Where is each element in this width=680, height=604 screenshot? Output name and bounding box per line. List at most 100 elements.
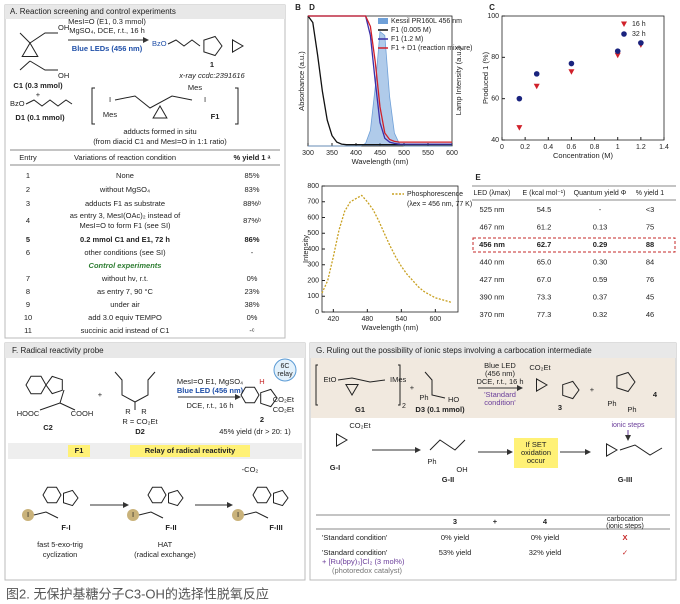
label: 2	[26, 185, 30, 194]
label: EtO	[324, 375, 337, 384]
label: MgSO₄, DCE, r.t., 16 h	[69, 26, 145, 35]
label: 75	[646, 222, 654, 231]
label: 456 nm	[479, 240, 505, 249]
label: +	[410, 383, 415, 392]
label: HOOC	[17, 409, 40, 418]
label: 86%	[244, 235, 259, 244]
label: HAT	[158, 540, 173, 549]
point	[638, 40, 644, 46]
label: 65.0	[537, 257, 552, 266]
label: R	[125, 407, 131, 416]
label: 0% yield	[531, 533, 559, 542]
label: 46	[646, 310, 654, 319]
label: 4	[26, 216, 30, 225]
label: 467 nm	[479, 222, 504, 231]
label: 800	[307, 183, 319, 190]
legend-swatch	[621, 31, 627, 37]
label: Absorbance (a.u.)	[297, 51, 306, 111]
label: 38%	[244, 300, 259, 309]
label: Control experiments	[89, 261, 162, 270]
label: F-II	[165, 523, 176, 532]
label: x-ray ccdc:2391616	[178, 71, 245, 80]
iodine-ball	[232, 509, 244, 521]
label: F-III	[269, 523, 282, 532]
label: adducts F1 as substrate	[85, 199, 165, 208]
label: (ionic steps)	[606, 523, 644, 530]
label: 3	[26, 199, 30, 208]
bond	[424, 371, 446, 399]
label: +	[493, 517, 498, 526]
label: -ᶜ	[249, 326, 254, 335]
label: + [Ru(bpy)₃]Cl₂ (3 mol%)	[322, 557, 405, 566]
label: R = CO₂Et	[122, 417, 158, 426]
label: B	[295, 3, 301, 12]
label: 700	[307, 199, 319, 206]
label: Ph	[627, 405, 636, 414]
label: 88%ᵇ	[243, 199, 261, 208]
ring	[168, 489, 184, 507]
series-line	[321, 194, 453, 304]
ring	[42, 486, 62, 504]
bond	[91, 87, 95, 125]
label: adducts formed in situ	[123, 127, 196, 136]
label: 'Standard condition'	[322, 533, 388, 542]
label: 427 nm	[479, 275, 504, 284]
label: 77.3	[537, 310, 552, 319]
label: I	[109, 95, 111, 104]
label: +	[98, 390, 103, 399]
label: 1.4	[659, 144, 669, 151]
label: 600	[307, 214, 319, 221]
label: under air	[110, 300, 140, 309]
label: CO₂Et	[273, 405, 295, 414]
label: 84	[646, 257, 654, 266]
label: 23%	[244, 287, 259, 296]
ring	[345, 384, 359, 396]
label: 390 nm	[479, 292, 504, 301]
label: 0.4	[543, 144, 553, 151]
label: 2	[402, 403, 406, 410]
label: D	[309, 3, 315, 12]
ring	[21, 42, 39, 57]
label: 40	[491, 137, 499, 144]
label: 0.2 mmol C1 and E1, 72 h	[80, 235, 170, 244]
label: Intensity	[301, 235, 310, 263]
label: 1	[616, 144, 620, 151]
bond	[243, 511, 269, 519]
label: 87%ᵇ	[243, 216, 261, 225]
label: 45% yield (dr > 20: 1)	[219, 427, 291, 436]
bond	[235, 87, 239, 125]
label: Blue LED	[484, 361, 516, 370]
label: 0.37	[593, 292, 608, 301]
label: Mes	[188, 83, 202, 92]
label: MesI=O E1, MgSO₄	[177, 377, 243, 386]
label: DCE, r.t., 16 h	[186, 401, 233, 410]
bond	[29, 32, 58, 44]
bond	[19, 60, 31, 71]
label: I	[237, 510, 239, 519]
relay-box	[130, 445, 250, 457]
label: C2	[43, 423, 53, 432]
label: G-III	[618, 475, 633, 484]
point	[516, 125, 523, 131]
label: C	[489, 3, 495, 12]
label: % yield 1	[636, 190, 665, 197]
bond	[429, 439, 466, 451]
label: BzO	[10, 99, 25, 108]
label: 450	[374, 150, 386, 157]
ring	[606, 443, 618, 457]
label: % yield 1 ᵃ	[233, 153, 270, 162]
label: 11	[24, 326, 32, 335]
label: 73.3	[537, 292, 552, 301]
label: ✓	[622, 548, 628, 557]
ring	[252, 486, 272, 504]
relay-bubble	[273, 358, 297, 382]
label: 8	[26, 287, 30, 296]
bond	[114, 95, 193, 109]
label: CO₂Et	[273, 395, 295, 404]
label: (from diacid C1 and MesI=O in 1:1 ratio)	[93, 137, 227, 146]
label: 0.29	[593, 240, 608, 249]
label: 9	[26, 300, 30, 309]
label: 'Standard	[484, 390, 516, 399]
label: 85%	[244, 171, 259, 180]
label: LED (λmax)	[474, 190, 511, 197]
